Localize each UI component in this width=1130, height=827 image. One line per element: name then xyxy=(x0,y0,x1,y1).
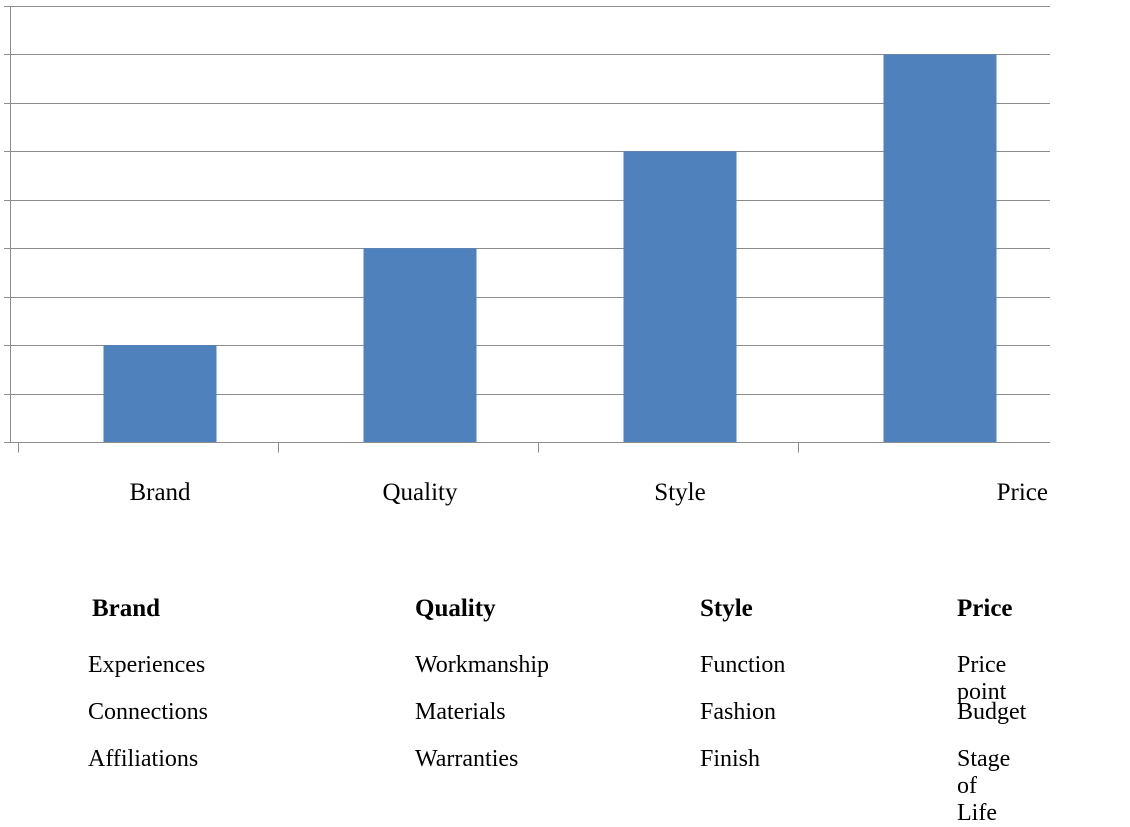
x-tick-label: Quality xyxy=(383,479,458,506)
table-cell: Stage of Life xyxy=(957,746,1011,826)
table-cell: Affiliations xyxy=(88,746,199,772)
table-cell: Finish xyxy=(700,746,761,772)
table-cell: Warranties xyxy=(415,746,519,772)
table-cell: Budget xyxy=(957,699,1027,725)
table-header-quality: Quality xyxy=(415,595,496,622)
table-cell: Materials xyxy=(415,699,506,725)
table-cell: Fashion xyxy=(700,699,777,725)
table-header-price: Price xyxy=(957,595,1013,622)
table-cell: Workmanship xyxy=(415,652,550,678)
table-cell: Function xyxy=(700,652,786,678)
bar-brand xyxy=(103,345,217,442)
x-tick-label: Price xyxy=(997,479,1048,506)
bar-quality xyxy=(363,248,477,442)
table-cell: Connections xyxy=(88,699,208,725)
table-cell: Price point xyxy=(957,652,1007,705)
table-header-style: Style xyxy=(700,595,753,622)
bar-price xyxy=(883,54,997,443)
bar-style xyxy=(623,151,737,443)
x-tick-label: Brand xyxy=(129,479,191,506)
table-header-brand: Brand xyxy=(92,595,161,622)
x-tick-label: Style xyxy=(654,479,705,506)
table-cell: Experiences xyxy=(88,652,206,678)
bar-chart: Brand Quality Style Price xyxy=(4,6,1050,506)
